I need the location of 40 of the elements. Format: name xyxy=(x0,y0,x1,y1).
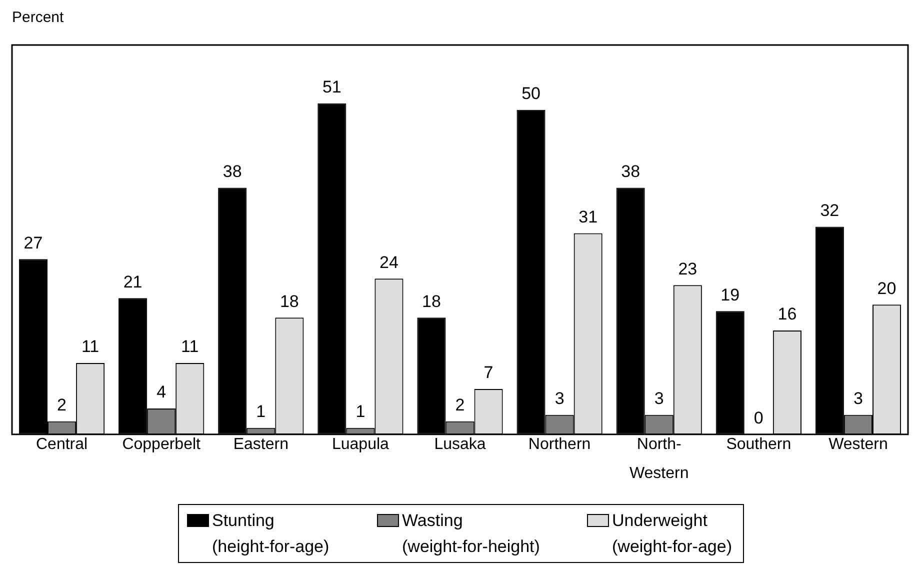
x-tick-label: Luapula xyxy=(332,436,390,454)
data-label: 2 xyxy=(455,396,465,415)
data-label: 27 xyxy=(24,233,43,252)
x-tick-label: Northern xyxy=(528,436,591,454)
legend-label: Stunting (height-for-age) xyxy=(212,511,330,556)
x-tick-label: Copperbelt xyxy=(122,436,202,454)
legend-label: Wasting (weight-for-height) xyxy=(402,511,540,556)
data-label: 20 xyxy=(877,278,896,298)
data-label: 3 xyxy=(853,389,863,408)
data-label: 1 xyxy=(256,402,266,422)
data-label: 50 xyxy=(522,84,540,104)
x-tick-label: Lusaka xyxy=(434,436,486,454)
data-label: 51 xyxy=(322,78,342,97)
data-label: 2 xyxy=(57,396,67,415)
data-label: 21 xyxy=(123,272,142,292)
data-label: 7 xyxy=(484,363,494,382)
data-label: 18 xyxy=(422,292,441,311)
data-label: 19 xyxy=(720,285,740,304)
x-tick-label: Central xyxy=(36,436,88,454)
data-label: 24 xyxy=(380,252,398,272)
data-label: 18 xyxy=(280,292,299,311)
data-label: 3 xyxy=(554,389,564,408)
data-label: 11 xyxy=(81,337,100,356)
data-label: 32 xyxy=(820,200,840,220)
y-axis-title: Percent xyxy=(12,9,65,26)
data-label: 38 xyxy=(222,162,242,181)
data-label: 31 xyxy=(578,207,598,226)
data-label: 11 xyxy=(181,337,199,356)
data-label: 1 xyxy=(356,402,366,422)
data-label: 3 xyxy=(654,389,664,408)
x-tick-label: Southern xyxy=(726,436,792,454)
legend-label: Underweight (weight-for-age) xyxy=(612,511,732,556)
data-label: 23 xyxy=(678,259,698,278)
data-label: 0 xyxy=(754,408,764,428)
data-label: 38 xyxy=(621,162,640,181)
data-label: 4 xyxy=(156,382,166,402)
x-tick-label: Eastern xyxy=(233,436,288,454)
x-tick-label: Western xyxy=(828,436,888,454)
data-label: 16 xyxy=(778,304,797,324)
x-tick-label: North-Western xyxy=(629,436,689,482)
